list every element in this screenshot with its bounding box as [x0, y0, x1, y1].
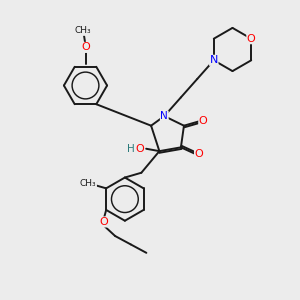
Text: O: O — [194, 149, 203, 159]
Text: H: H — [127, 144, 135, 154]
Text: N: N — [160, 111, 168, 121]
Text: O: O — [135, 144, 144, 154]
Text: CH₃: CH₃ — [75, 26, 92, 35]
Text: N: N — [210, 55, 218, 65]
Text: O: O — [81, 42, 90, 52]
Text: O: O — [199, 116, 208, 126]
Text: CH₃: CH₃ — [80, 179, 97, 188]
Text: O: O — [247, 34, 256, 44]
Text: O: O — [99, 217, 108, 227]
